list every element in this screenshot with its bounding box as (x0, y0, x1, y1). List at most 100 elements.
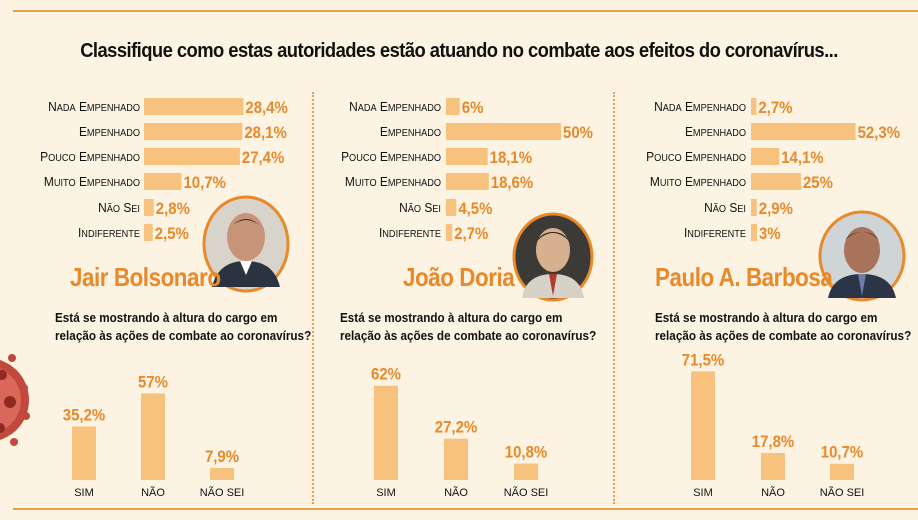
bar (751, 148, 780, 165)
category-label: SIM (74, 487, 94, 499)
bar (446, 224, 453, 241)
category-label: NÃO (444, 486, 468, 499)
data-label: 2,8% (156, 200, 190, 218)
name-barbosa: Paulo A. Barbosa (655, 262, 833, 292)
data-label: 17,8% (752, 433, 794, 451)
category-label: NADA EMPENHADO (48, 100, 140, 115)
data-label: 14,1% (781, 149, 823, 167)
bar (72, 426, 96, 480)
data-label: 50% (563, 124, 593, 142)
data-label: 62% (371, 366, 401, 384)
data-label: 2,7% (454, 225, 488, 243)
bar (751, 98, 757, 115)
name-bolsonaro: Jair Bolsonaro (70, 262, 221, 292)
question-line: Está se mostrando à altura do cargo em (655, 310, 878, 325)
question-line: Está se mostrando à altura do cargo em (55, 310, 278, 325)
barbosa-portrait (818, 210, 906, 302)
category-label: EMPENHADO (685, 125, 746, 140)
category-label: NÃO (141, 486, 165, 499)
bar (751, 199, 757, 216)
data-label: 28,4% (245, 99, 287, 117)
bar (374, 385, 398, 480)
bar (751, 123, 856, 140)
data-label: 2,7% (758, 99, 792, 117)
data-label: 71,5% (682, 352, 724, 370)
data-label: 3% (759, 225, 781, 243)
top-rule (13, 10, 918, 12)
category-label: NÃO SEI (98, 201, 140, 216)
category-label: NÃO SEI (504, 486, 549, 499)
category-label: INDIFERENTE (78, 226, 140, 241)
bar (144, 173, 182, 190)
category-label: POUCO EMPENHADO (40, 150, 140, 165)
data-label: 35,2% (63, 407, 105, 425)
category-label: MUITO EMPENHADO (650, 175, 746, 190)
data-label: 57% (138, 374, 168, 392)
bar (446, 123, 561, 140)
bar (446, 98, 460, 115)
data-label: 6% (462, 99, 484, 117)
data-label: 10,7% (821, 444, 863, 462)
bar (446, 173, 489, 190)
data-label: 2,5% (155, 225, 189, 243)
category-label: POUCO EMPENHADO (646, 150, 746, 165)
bar (144, 98, 244, 115)
bar (751, 224, 757, 241)
data-label: 7,9% (205, 448, 239, 466)
bar (761, 452, 785, 480)
bar (144, 123, 243, 140)
category-label: EMPENHADO (380, 125, 441, 140)
category-label: NÃO SEI (820, 486, 865, 499)
bar (751, 173, 801, 190)
data-label: 27,4% (242, 149, 284, 167)
bar (830, 463, 854, 480)
column-divider-1 (312, 92, 314, 504)
data-label: 28,1% (244, 124, 286, 142)
category-label: NÃO SEI (200, 486, 245, 499)
bar (691, 371, 715, 480)
question-barbosa: Está se mostrando à altura do cargo em r… (655, 309, 911, 345)
data-label: 52,3% (858, 124, 900, 142)
category-label: MUITO EMPENHADO (345, 175, 441, 190)
bar (444, 438, 468, 480)
category-label: NADA EMPENHADO (654, 100, 746, 115)
column-divider-2 (613, 92, 615, 504)
question-line: relação às ações de combate ao coronavír… (55, 328, 312, 343)
bottom-rule (13, 508, 918, 510)
data-label: 25% (803, 174, 833, 192)
page-title: Classifique como estas autoridades estão… (80, 40, 838, 62)
category-label: NÃO SEI (399, 201, 441, 216)
question-line: Está se mostrando à altura do cargo em (340, 310, 563, 325)
bar (144, 199, 154, 216)
bar (144, 148, 240, 165)
question-line: relação às ações de combate ao coronavír… (340, 328, 597, 343)
bar (446, 199, 457, 216)
data-label: 18,6% (491, 174, 533, 192)
bar (141, 393, 165, 480)
category-label: POUCO EMPENHADO (341, 150, 441, 165)
data-label: 10,7% (183, 174, 225, 192)
bolsonaro-portrait (202, 195, 290, 293)
bar (210, 467, 234, 480)
question-bolsonaro: Está se mostrando à altura do cargo em r… (55, 309, 311, 345)
doria-portrait (512, 212, 594, 302)
data-label: 4,5% (458, 200, 492, 218)
data-label: 10,8% (505, 444, 547, 462)
category-label: EMPENHADO (79, 125, 140, 140)
category-label: INDIFERENTE (379, 226, 441, 241)
question-line: relação às ações de combate ao coronavír… (655, 328, 912, 343)
data-label: 27,2% (435, 419, 477, 437)
category-label: NÃO (761, 486, 785, 499)
bar (514, 463, 538, 480)
category-label: MUITO EMPENHADO (44, 175, 140, 190)
bar (144, 224, 153, 241)
coronavirus-icon (0, 354, 30, 446)
question-doria: Está se mostrando à altura do cargo em r… (340, 309, 596, 345)
bar (446, 148, 488, 165)
category-label: NADA EMPENHADO (349, 100, 441, 115)
category-label: INDIFERENTE (684, 226, 746, 241)
category-label: SIM (693, 487, 713, 499)
name-doria: João Doria (403, 262, 515, 292)
